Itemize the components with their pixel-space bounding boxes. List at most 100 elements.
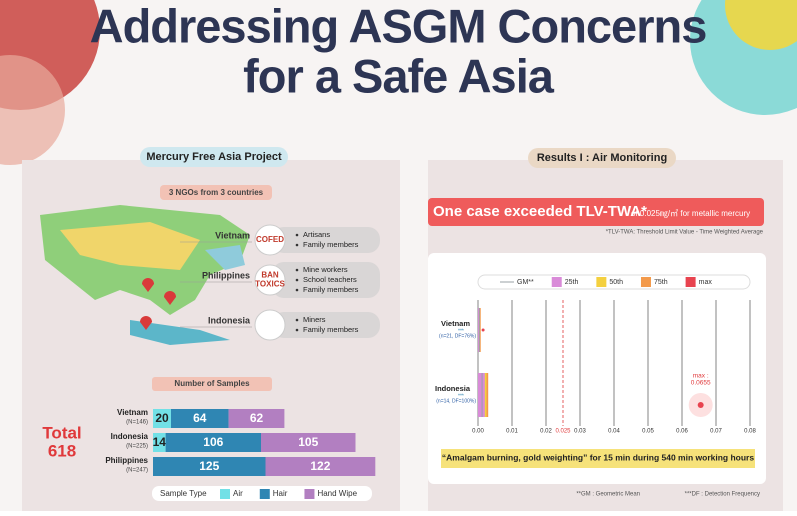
category: Indonesia <box>111 432 149 441</box>
bar <box>153 433 166 452</box>
legend-label: 75th <box>654 279 668 286</box>
pin <box>142 278 154 292</box>
x-tick-label: 0.03 <box>574 429 586 435</box>
logo-text: TOXICS <box>255 280 285 289</box>
pill <box>528 148 676 168</box>
bullet <box>295 243 299 247</box>
bar-label: 20 <box>155 411 169 425</box>
member-pill <box>272 227 380 253</box>
country: Philippines <box>202 270 250 280</box>
logo <box>254 224 286 256</box>
bar-label: 64 <box>193 411 207 425</box>
logo-text: BAN <box>261 271 279 280</box>
title: Addressing ASGM Concerns <box>90 0 707 52</box>
bar <box>228 409 285 428</box>
member: Family members <box>303 285 359 294</box>
legend-swatch <box>551 277 562 287</box>
bar <box>153 457 266 476</box>
legend-title: Sample Type <box>160 489 207 498</box>
bullet <box>295 278 299 282</box>
pill <box>160 185 272 200</box>
member: Artisans <box>303 230 330 239</box>
blob <box>725 0 797 50</box>
bar <box>478 308 480 352</box>
legend-label: max <box>699 279 713 286</box>
bullet <box>295 318 299 322</box>
callout: “Amalgam burning, gold weighting” for 15… <box>442 452 754 462</box>
legend-swatch <box>220 489 230 499</box>
member: Mine workers <box>303 265 348 274</box>
legend-swatch <box>685 277 696 287</box>
category: Indonesia <box>435 384 471 393</box>
x-tick-label: 0.05 <box>642 429 654 435</box>
map <box>60 222 200 270</box>
pill <box>152 377 272 391</box>
logo <box>254 264 286 296</box>
legend-label: GM** <box>517 279 534 286</box>
category: Philippines <box>105 456 148 465</box>
callout-box <box>441 449 755 468</box>
max-dot <box>697 402 704 408</box>
subtitle: 3 NGOs from 3 countries <box>169 188 264 197</box>
legend-label: Hair <box>273 489 288 498</box>
max-dot <box>481 328 485 332</box>
bar-label: 122 <box>310 459 330 473</box>
bar-label: 14 <box>153 435 167 449</box>
member: School teachers <box>303 275 357 284</box>
x-tick-label: 0.04 <box>608 429 620 435</box>
chart-box <box>428 253 766 484</box>
logo-text: COFED <box>256 235 284 244</box>
bullet <box>295 268 299 272</box>
member: Family members <box>303 240 359 249</box>
legend-swatch <box>596 277 607 287</box>
max-value: 0.0655 <box>691 380 711 387</box>
country: Indonesia <box>208 315 251 325</box>
pin <box>164 291 176 305</box>
bar-label: 105 <box>298 435 318 449</box>
legend-label: 50th <box>609 279 623 286</box>
legend-label: Hand Wipe <box>317 489 357 498</box>
bar-label: 106 <box>203 435 223 449</box>
blob <box>0 55 65 165</box>
x-tick-label: 0.02 <box>540 429 552 435</box>
bar <box>265 457 376 476</box>
note: **GM : Geometric Mean <box>576 492 640 498</box>
category-note: (n=21, DF=76%) <box>439 333 476 339</box>
member: Miners <box>303 315 326 324</box>
total-label: Total <box>42 423 81 442</box>
x-tick-label: 0.06 <box>676 429 688 435</box>
member-pill <box>272 312 380 338</box>
bar <box>171 409 229 428</box>
max-label: max : <box>693 373 709 380</box>
bar-label: 62 <box>250 411 264 425</box>
logo <box>254 309 286 341</box>
note: ***DF : Detection Frequency <box>685 492 760 498</box>
member: Family members <box>303 325 359 334</box>
bar <box>153 409 171 428</box>
samples-title: Number of Samples <box>174 379 250 388</box>
section-title: Results I : Air Monitoring <box>537 152 667 164</box>
x-tick-label: 0.07 <box>710 429 722 435</box>
banner-note: *TLV-TWA: Threshold Limit Value - Time W… <box>606 230 764 236</box>
title: for a Safe Asia <box>243 49 555 102</box>
member-pill <box>272 262 380 298</box>
note-marker: *** <box>458 393 464 399</box>
banner-text: One case exceeded TLV-TWA* <box>433 203 647 220</box>
category-note: (N=247) <box>126 468 148 474</box>
note-marker: *** <box>458 328 464 334</box>
bullet <box>295 328 299 332</box>
x-tick-label: 0.00 <box>472 429 484 435</box>
pill <box>140 147 288 167</box>
category-note: (N=225) <box>126 444 148 450</box>
section-title: Mercury Free Asia Project <box>146 151 282 163</box>
bar <box>478 373 485 417</box>
legend-swatch <box>259 489 270 499</box>
country: Vietnam <box>215 230 250 240</box>
category: Vietnam <box>117 408 148 417</box>
category: Vietnam <box>441 319 470 328</box>
legend-box <box>477 274 751 290</box>
banner <box>428 198 764 226</box>
legend-label: Air <box>233 489 243 498</box>
bullet <box>295 288 299 292</box>
